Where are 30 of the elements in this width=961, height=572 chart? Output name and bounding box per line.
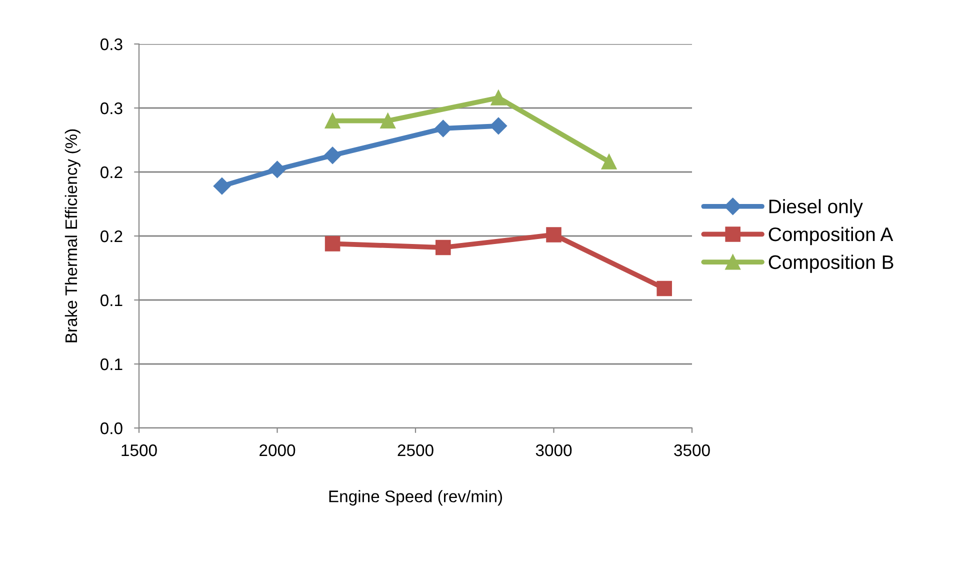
x-tick-label: 2000 [260, 444, 296, 456]
legend-label: Composition A [768, 226, 894, 246]
y-tick-label: 0.3 [100, 102, 122, 114]
x-tick-label: 3500 [674, 444, 710, 456]
point [324, 236, 340, 252]
point [490, 117, 507, 134]
x-tick-label: 3000 [536, 444, 572, 456]
point [434, 120, 452, 138]
point [213, 178, 230, 195]
y-tick-label: 0.1 [100, 294, 122, 306]
y-tick-label: 0.3 [100, 38, 122, 50]
point [324, 113, 340, 128]
y-tick-label: 0.2 [100, 166, 122, 178]
point [546, 227, 562, 242]
y-tick-label: 0.1 [100, 358, 122, 370]
y-axis-title: Brake Thermal Efficiency (%) [64, 129, 80, 342]
point [268, 160, 286, 178]
x-tick-label: 1500 [122, 444, 157, 456]
point [436, 240, 451, 256]
y-tick-label: 0.0 [100, 422, 122, 434]
legend-label: Composition B [768, 254, 894, 273]
x-tick-label: 2500 [398, 444, 434, 456]
y-tick-label: 0.2 [100, 230, 122, 242]
legend-label: Diesel only [769, 199, 863, 218]
point [601, 154, 617, 170]
point [656, 280, 672, 296]
point [380, 113, 396, 128]
point [324, 146, 342, 164]
x-axis-title: Engine Speed (rev/min) [329, 490, 502, 506]
point [490, 90, 506, 106]
